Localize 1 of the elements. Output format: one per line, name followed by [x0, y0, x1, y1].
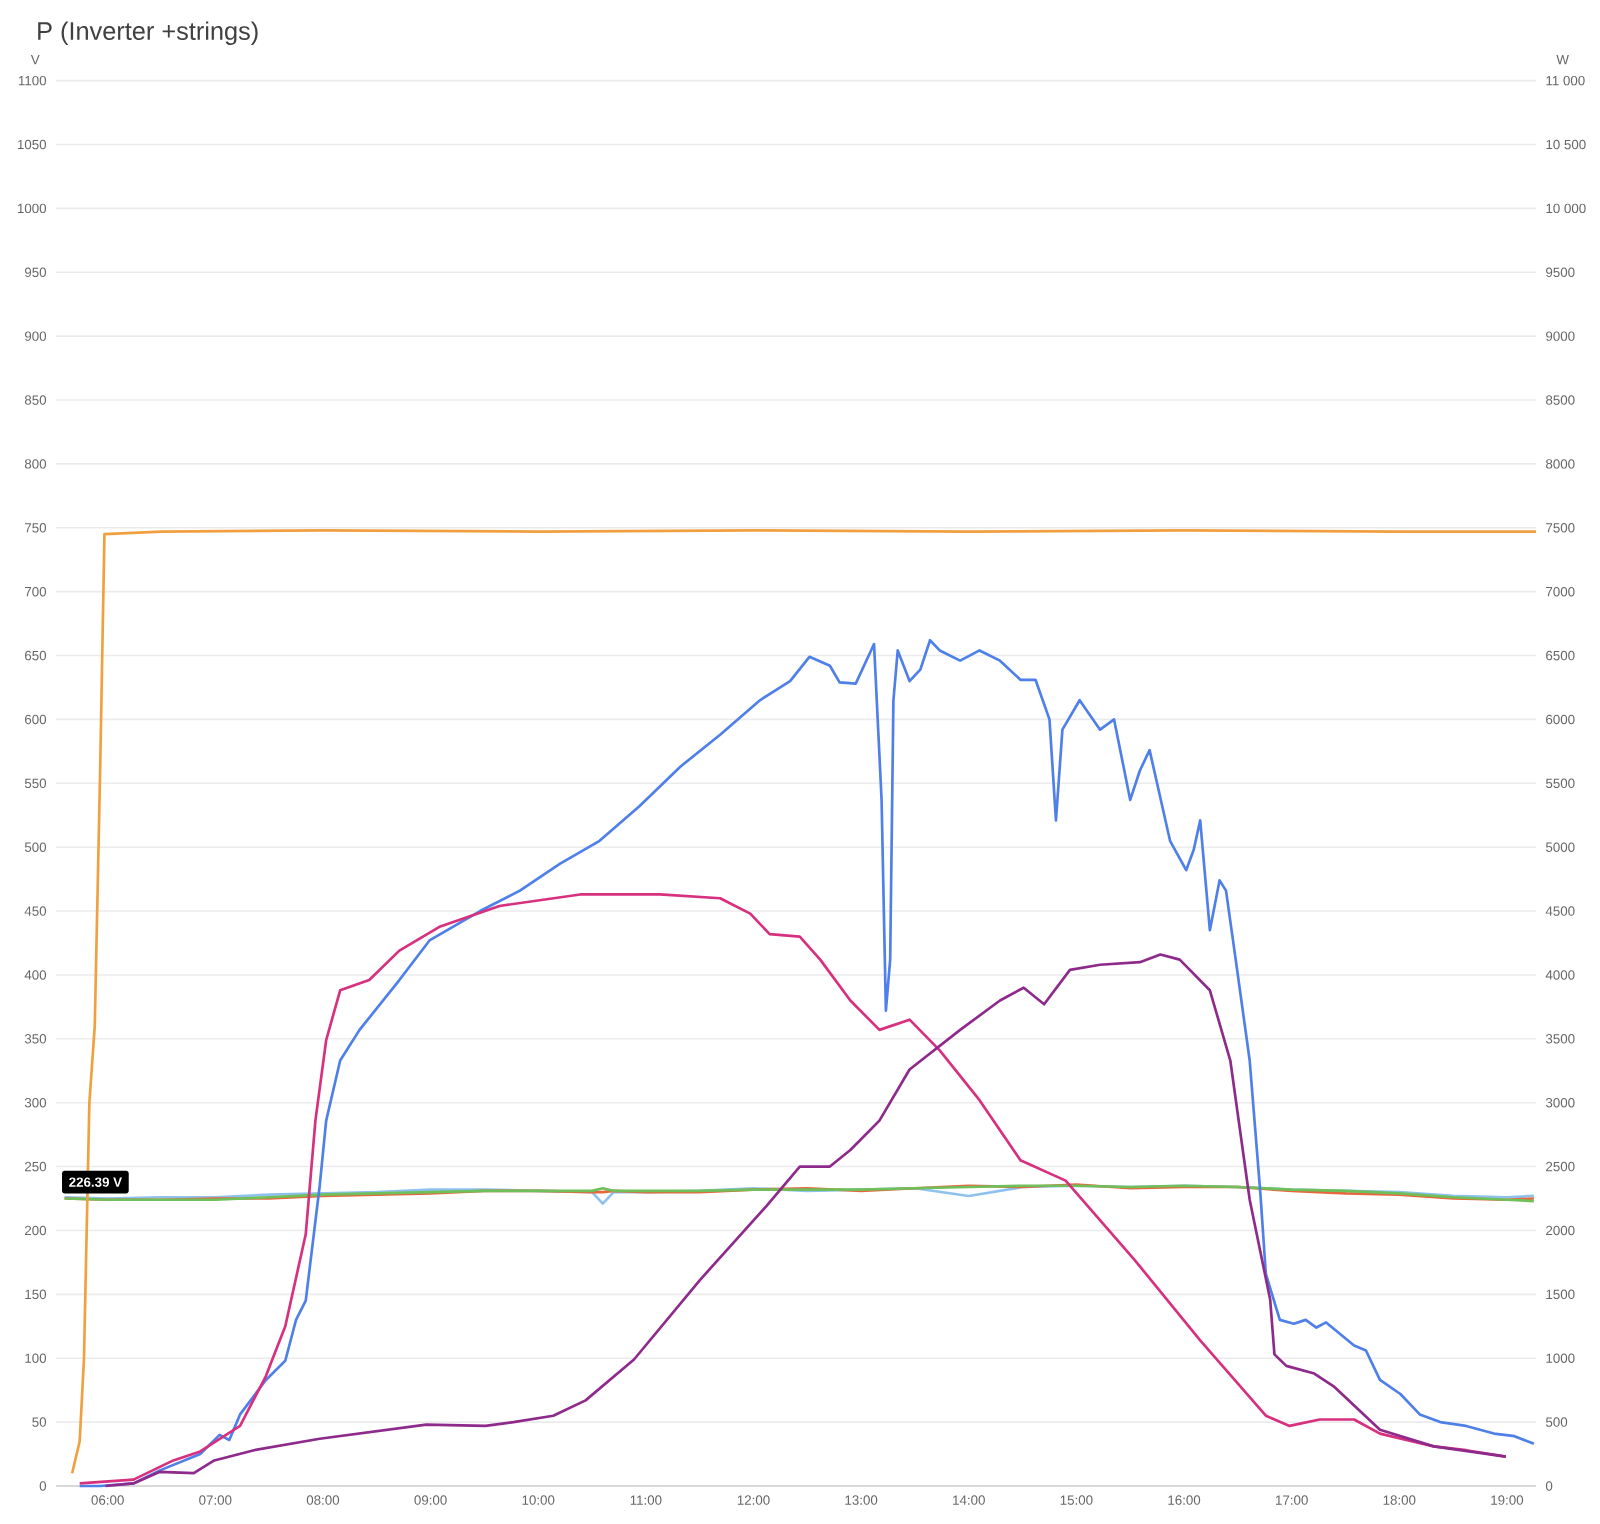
chart-title: P (Inverter +strings)	[38, 21, 258, 46]
